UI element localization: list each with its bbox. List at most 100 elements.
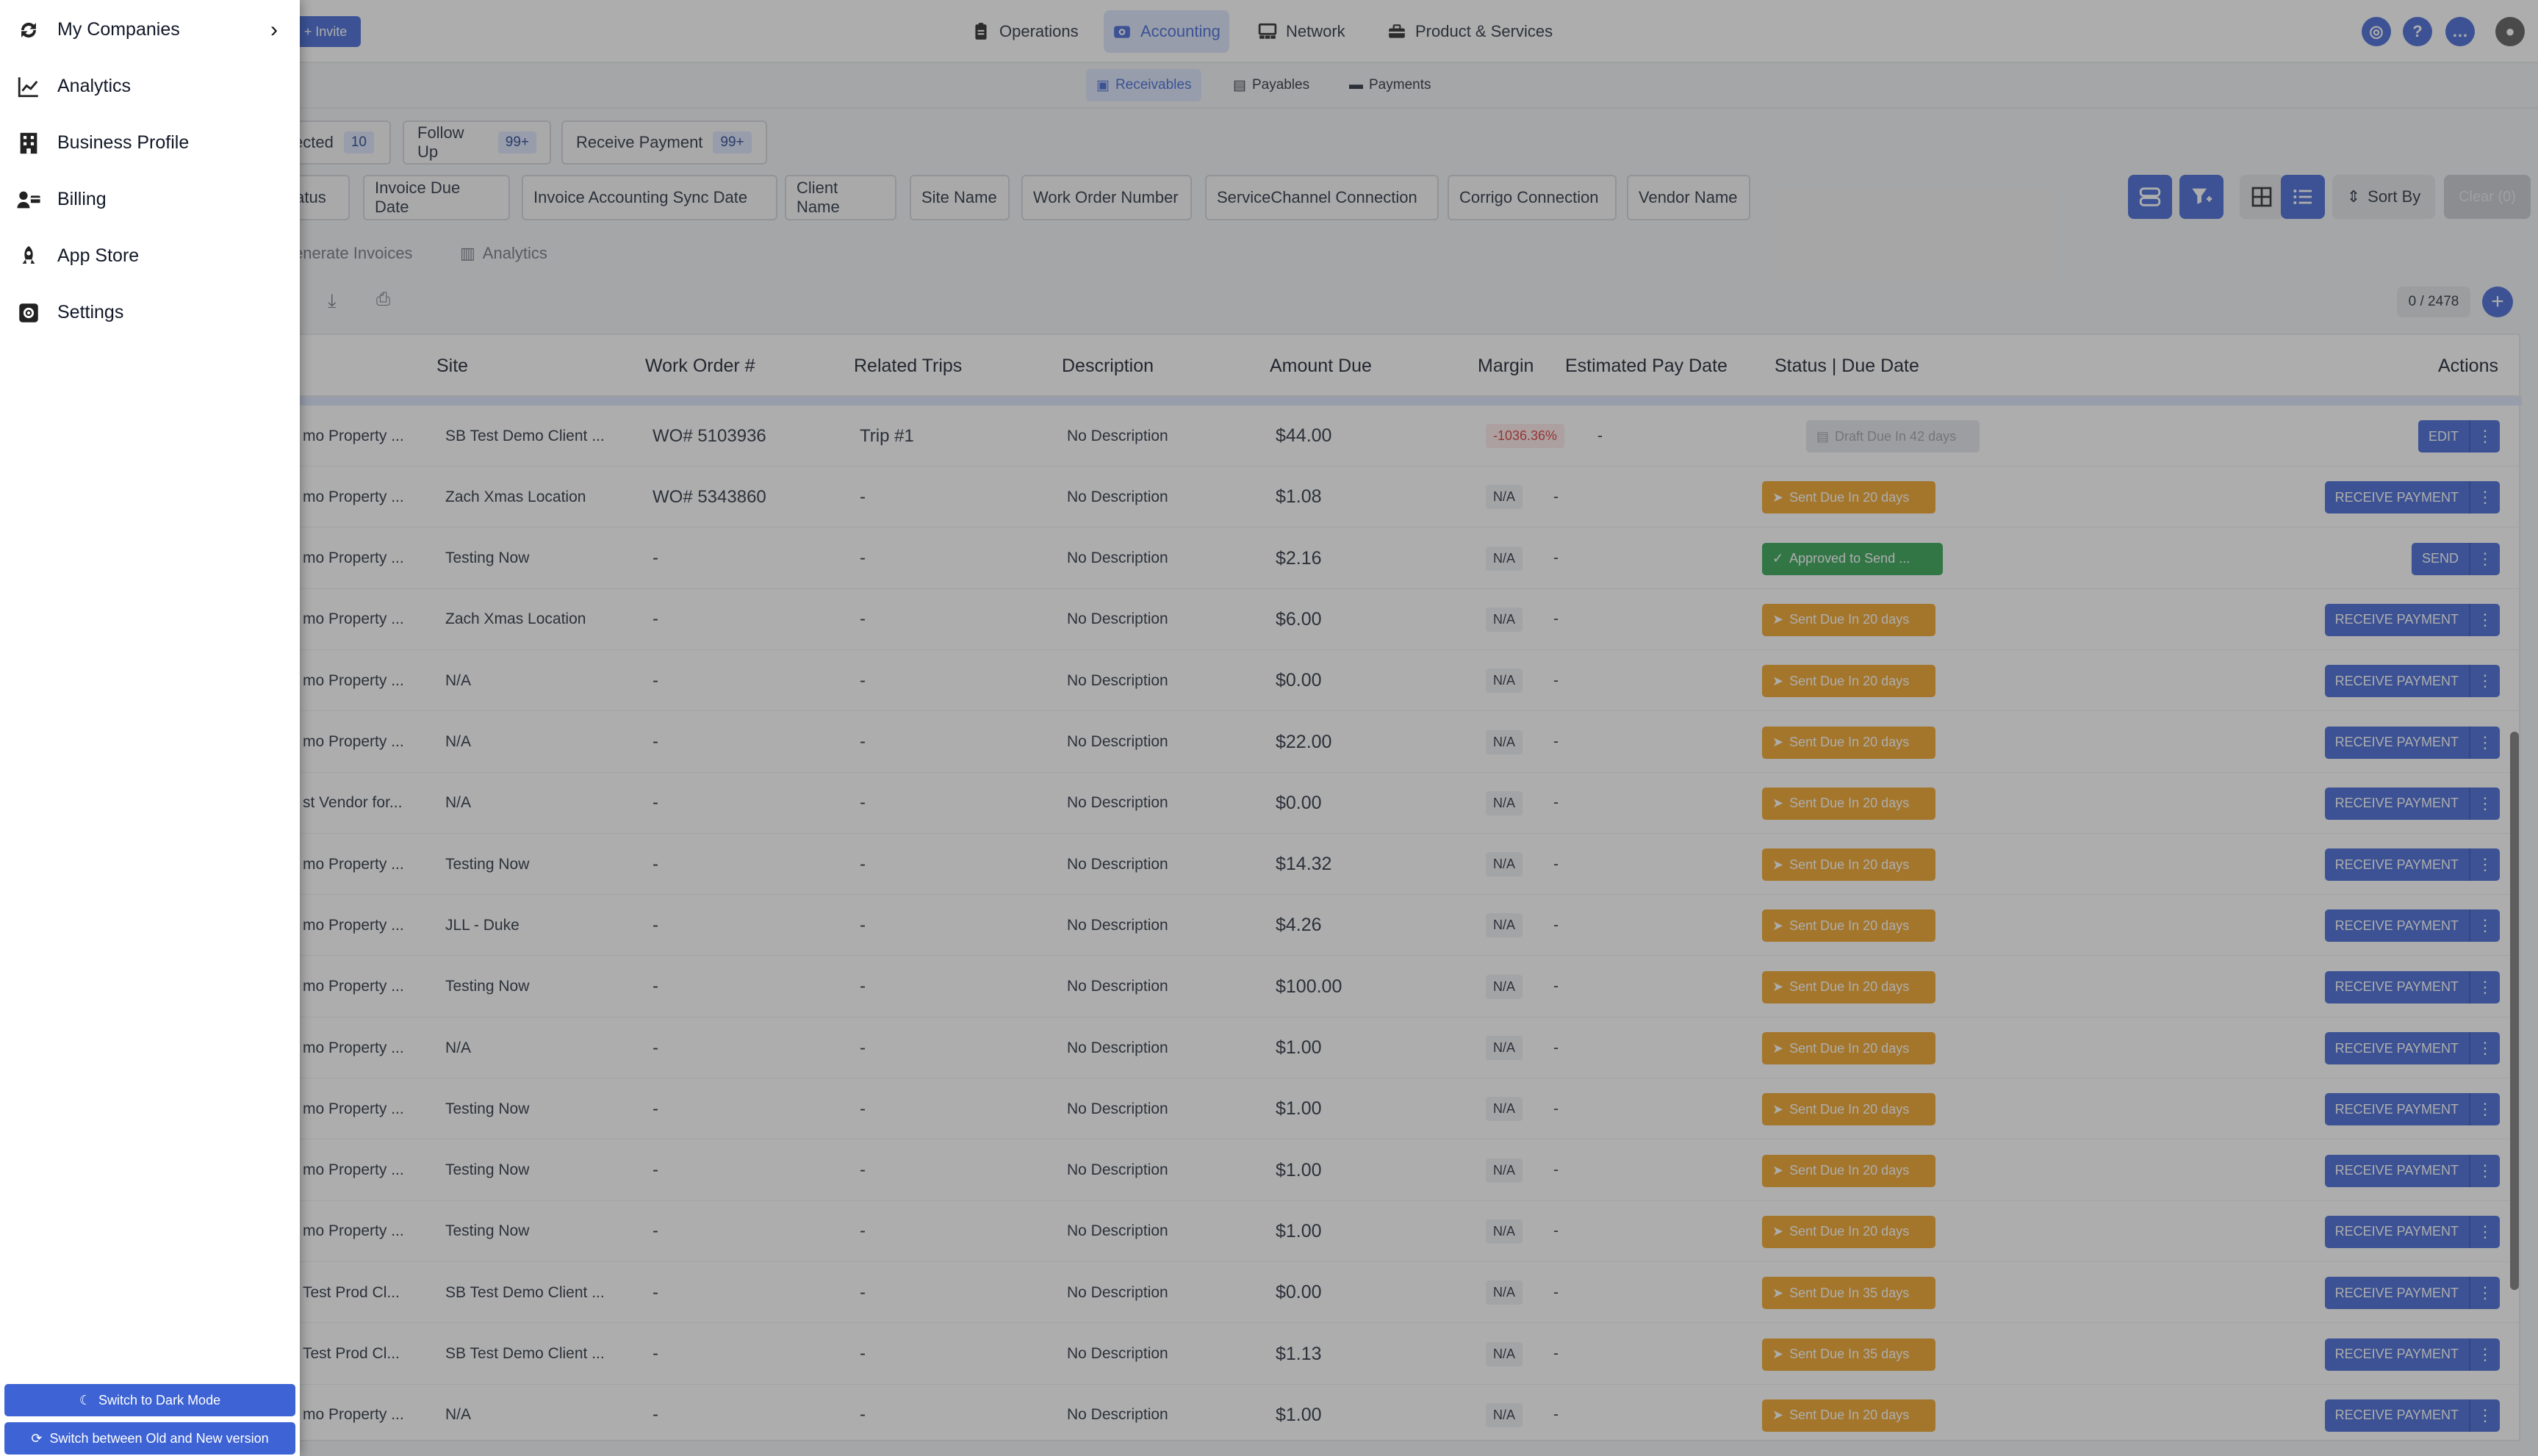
related-trips-cell[interactable]: - [860,609,866,630]
status-badge[interactable]: ➤ Sent Due In 35 days [1762,1277,1935,1310]
table-row[interactable]: mo Property ... N/A - - No Description $0.00 N… [1,650,2522,712]
more-options-icon[interactable]: ⋮ [2469,542,2500,575]
help-icon[interactable]: ? [2403,17,2432,46]
row-action-button[interactable]: RECEIVE PAYMENT [2324,1215,2469,1248]
nav-operations[interactable]: Operations [963,10,1088,53]
status-badge[interactable]: ➤ Sent Due In 20 days [1762,909,1935,943]
status-badge[interactable]: ✓ Approved to Send ... [1762,542,1943,575]
filter-site-name[interactable]: Site Name [910,175,1010,220]
table-row[interactable]: mo Property ... SB Test Demo Client ... WO… [1,406,2522,466]
avatar[interactable]: ● [2495,17,2525,46]
tab-receivables[interactable]: ▣ Receivables [1086,69,1202,101]
work-order-cell[interactable]: - [653,1405,658,1425]
row-action-button[interactable]: EDIT [2417,420,2469,453]
row-action-button[interactable]: RECEIVE PAYMENT [2324,665,2469,698]
clear-filters-button[interactable]: Clear (0) [2444,175,2531,219]
header-site[interactable]: Site [436,355,469,376]
filter-vendor-name[interactable]: Vendor Name [1627,175,1750,220]
row-action-button[interactable]: SEND [2411,542,2469,575]
work-order-cell[interactable]: WO# 5343860 [653,486,766,507]
status-chip-follow-up[interactable]: Follow Up 99+ [403,120,551,165]
table-row[interactable]: mo Property ... N/A - - No Description $1.00 N… [1,1385,2522,1446]
more-options-icon[interactable]: ⋮ [2469,1032,2500,1064]
drawer-item-billing[interactable]: Billing [0,171,300,228]
invite-button[interactable]: + Invite [290,16,361,47]
filter-invoice-due-date[interactable]: Invoice Due Date [363,175,510,220]
filter-work-order-number[interactable]: Work Order Number [1021,175,1192,220]
add-invoice-button[interactable]: + [2482,286,2513,317]
related-trips-cell[interactable]: - [860,1405,866,1425]
location-icon[interactable]: ◎ [2362,17,2391,46]
row-action-button[interactable]: RECEIVE PAYMENT [2324,1032,2469,1064]
related-trips-cell[interactable]: - [860,1160,866,1181]
work-order-cell[interactable]: - [653,609,658,630]
table-row[interactable]: mo Property ... N/A - - No Description $22.00… [1,712,2522,773]
header-amount-due[interactable]: Amount Due [1270,355,1372,376]
work-order-cell[interactable]: WO# 5103936 [653,425,766,446]
related-trips-cell[interactable]: - [860,548,866,569]
sort-by-button[interactable]: ⇕ Sort By [2332,175,2435,219]
more-options-icon[interactable]: ⋮ [2469,909,2500,943]
tab-payments[interactable]: ▬ Payments [1339,69,1441,101]
switch-version-button[interactable]: ⟳ Switch between Old and New version [4,1422,295,1455]
vertical-scrollbar[interactable] [2510,732,2519,1290]
work-order-cell[interactable]: - [653,854,658,874]
status-badge[interactable]: ➤ Sent Due In 20 days [1762,665,1935,698]
header-work-order[interactable]: Work Order # [645,355,755,376]
status-badge[interactable]: ➤ Sent Due In 20 days [1762,1032,1935,1064]
table-row[interactable]: mo Property ... JLL - Duke - - No Descriptio… [1,895,2522,956]
table-row[interactable]: mo Property ... Testing Now - - No Descripti… [1,834,2522,895]
row-action-button[interactable]: RECEIVE PAYMENT [2324,1093,2469,1126]
more-options-icon[interactable]: ⋮ [2469,848,2500,882]
drawer-item-settings[interactable]: Settings [0,284,300,341]
status-badge[interactable]: ▤ Draft Due In 42 days [1806,420,1980,453]
toggle-filters-button[interactable] [2128,175,2172,219]
related-trips-cell[interactable]: - [860,670,866,691]
tab-payables[interactable]: ▤ Payables [1223,69,1320,101]
row-action-button[interactable]: RECEIVE PAYMENT [2324,603,2469,636]
list-view-button[interactable] [2281,175,2325,219]
status-badge[interactable]: ➤ Sent Due In 20 days [1762,1154,1935,1187]
work-order-cell[interactable]: - [653,670,658,691]
more-options-icon[interactable]: ⋮ [2469,970,2500,1003]
related-trips-cell[interactable]: - [860,976,866,997]
tab-generate-invoices[interactable]: enerate Invoices [294,244,412,263]
table-row[interactable]: Test Prod Cl... SB Test Demo Client ... - -… [1,1324,2522,1385]
related-trips-cell[interactable]: - [860,1221,866,1241]
dark-mode-button[interactable]: ☾ Switch to Dark Mode [4,1384,295,1416]
filter-servicechannel[interactable]: ServiceChannel Connection [1205,175,1439,220]
work-order-cell[interactable]: - [653,1344,658,1363]
related-trips-cell[interactable]: - [860,915,866,935]
work-order-cell[interactable]: - [653,915,658,935]
work-order-cell[interactable]: - [653,1037,658,1058]
more-options-icon[interactable]: ⋮ [2469,1277,2500,1310]
filter-client-name[interactable]: Client Name [785,175,896,220]
status-badge[interactable]: ➤ Sent Due In 20 days [1762,603,1935,636]
status-chip-receive-payment[interactable]: Receive Payment 99+ [561,120,767,165]
row-action-button[interactable]: RECEIVE PAYMENT [2324,787,2469,820]
more-options-icon[interactable]: ⋮ [2469,665,2500,698]
table-row[interactable]: mo Property ... Testing Now - - No Descripti… [1,1140,2522,1201]
table-row[interactable]: st Vendor for... N/A - - No Description $0.00… [1,773,2522,834]
row-action-button[interactable]: RECEIVE PAYMENT [2324,1154,2469,1187]
related-trips-cell[interactable]: - [860,1282,866,1302]
table-row[interactable]: Test Prod Cl... SB Test Demo Client ... - -… [1,1262,2522,1324]
related-trips-cell[interactable]: - [860,1037,866,1058]
related-trips-cell[interactable]: - [860,486,866,507]
status-badge[interactable]: ➤ Sent Due In 20 days [1762,970,1935,1003]
table-row[interactable]: mo Property ... Testing Now - - No Descripti… [1,956,2522,1017]
work-order-cell[interactable]: - [653,1282,658,1302]
header-description[interactable]: Description [1062,355,1154,376]
download-icon[interactable]: ⤓ [328,289,337,311]
related-trips-cell[interactable]: - [860,1098,866,1119]
more-options-icon[interactable]: ⋮ [2469,1399,2500,1432]
row-action-button[interactable]: RECEIVE PAYMENT [2324,1399,2469,1432]
header-status-due[interactable]: Status | Due Date [1775,355,1919,376]
status-badge[interactable]: ➤ Sent Due In 20 days [1762,1399,1935,1432]
chat-icon[interactable]: … [2445,17,2475,46]
header-margin[interactable]: Margin [1478,355,1534,376]
work-order-cell[interactable]: - [653,976,658,997]
table-row[interactable]: mo Property ... Testing Now - - No Descripti… [1,1078,2522,1140]
row-action-button[interactable]: RECEIVE PAYMENT [2324,726,2469,759]
